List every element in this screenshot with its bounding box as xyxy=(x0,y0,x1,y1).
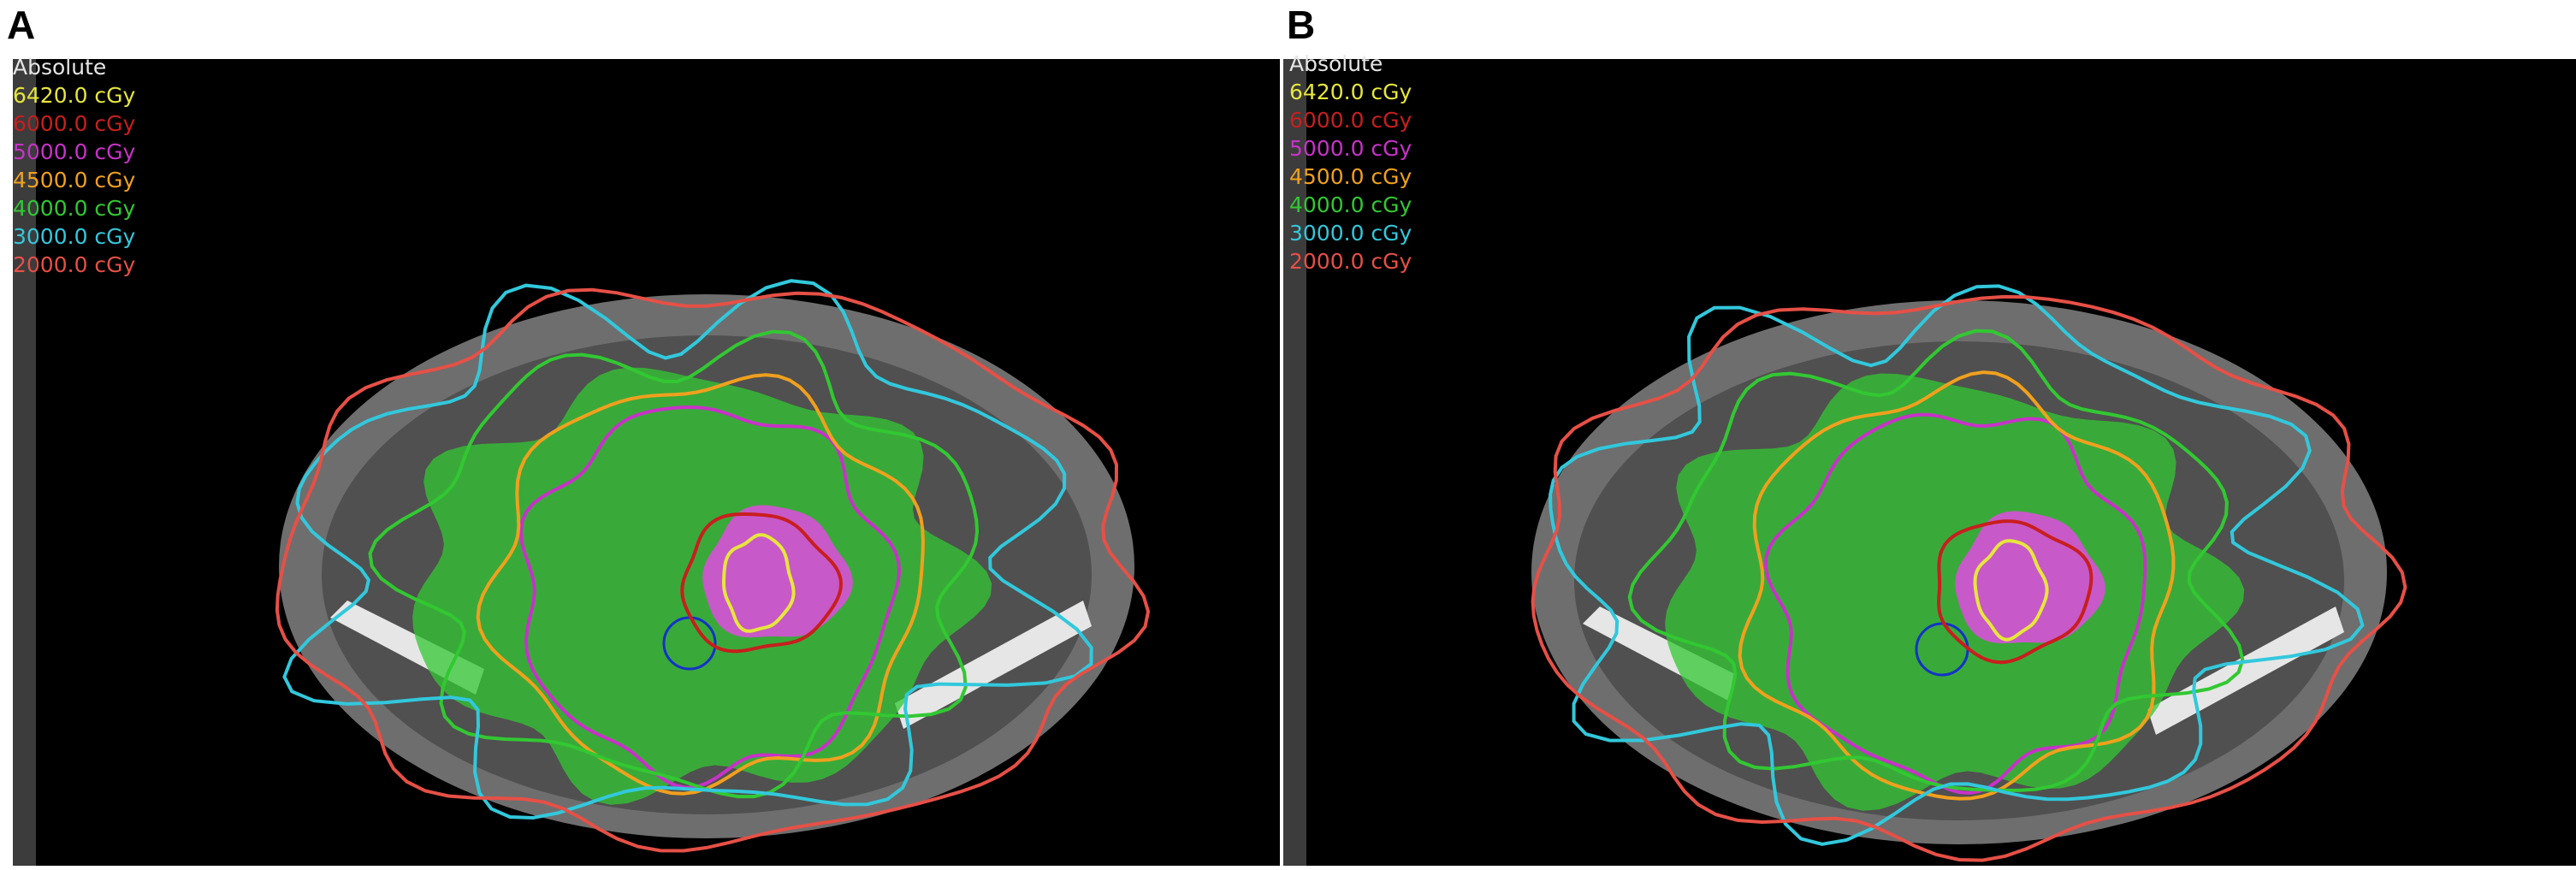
dose-fill xyxy=(702,505,853,638)
ct-panel xyxy=(13,59,1280,866)
isodose-line xyxy=(368,329,980,799)
legend: Absolute 6420.0 cGy 6000.0 cGy 5000.0 cGy 45… xyxy=(1289,51,1412,274)
isodose-line xyxy=(1627,328,2245,792)
dose-fill xyxy=(1665,373,2245,811)
panel-label: A xyxy=(7,3,35,47)
legend-title: Absolute xyxy=(1289,51,1383,76)
legend-title: Absolute xyxy=(13,55,106,80)
legend-entry: 2000.0 cGy xyxy=(1289,249,1412,274)
isodose-line xyxy=(282,279,1093,820)
bone xyxy=(895,601,1092,729)
panel-label: B xyxy=(1287,3,1315,47)
isodose-line xyxy=(1738,370,2176,801)
isodose-line xyxy=(518,405,902,790)
legend-entry: 3000.0 cGy xyxy=(13,224,136,249)
legend-entry: 5000.0 cGy xyxy=(13,139,136,164)
isodose-line xyxy=(275,287,1151,853)
isodose-line xyxy=(1973,539,2049,642)
legend-entry: 2000.0 cGy xyxy=(13,252,136,277)
legend-entry: 5000.0 cGy xyxy=(1289,136,1412,161)
legend-entry: 4500.0 cGy xyxy=(13,168,136,192)
isodose-line xyxy=(680,512,844,654)
side-strip xyxy=(13,59,36,866)
legend-entry: 4500.0 cGy xyxy=(1289,164,1412,189)
ct-panel xyxy=(1283,59,2576,866)
legend-entry: 3000.0 cGy xyxy=(1289,221,1412,246)
isodose-line xyxy=(722,533,796,633)
isodose-line xyxy=(1531,294,2407,862)
legend-entry: 6000.0 cGy xyxy=(1289,108,1412,133)
isodose-line xyxy=(1549,284,2365,846)
legend: Absolute 6420.0 cGy 6000.0 cGy 5000.0 cGy 45… xyxy=(13,55,136,277)
legend-entry: 6000.0 cGy xyxy=(13,111,136,136)
legend-entry: 6420.0 cGy xyxy=(1289,80,1412,104)
isodose-line xyxy=(476,373,925,796)
legend-entry: 4000.0 cGy xyxy=(1289,192,1412,217)
isodose-line xyxy=(1937,519,2093,665)
legend-entry: 6420.0 cGy xyxy=(13,83,136,108)
side-strip xyxy=(1283,59,1306,866)
legend-entry: 4000.0 cGy xyxy=(13,196,136,221)
